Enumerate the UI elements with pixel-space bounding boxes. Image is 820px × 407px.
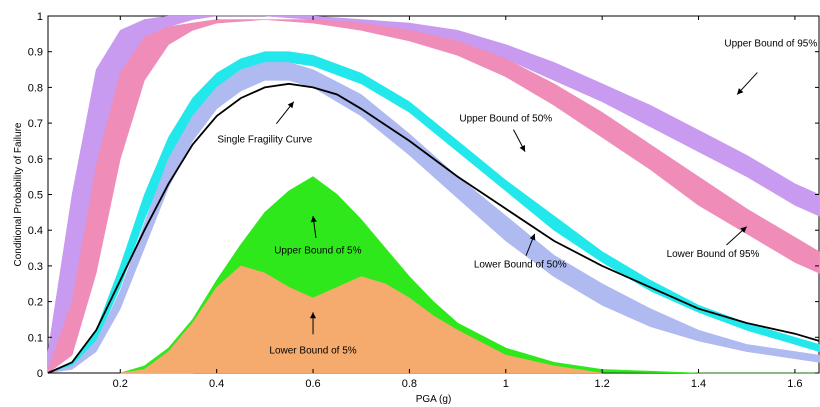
x-tick-label: 0.4	[209, 378, 224, 390]
y-tick-label: 0.3	[28, 261, 43, 273]
x-tick-label: 0.2	[113, 378, 128, 390]
annotation-arrow-head	[287, 101, 294, 109]
y-axis-label: Conditional Probability of Failure	[13, 122, 24, 266]
y-tick-label: 0.1	[28, 332, 43, 344]
y-axis-ticks: 0 0.1 0.2 0.3 0.4 0.5 0.6 0.7 0.8 0.9 1	[28, 11, 819, 380]
y-tick-label: 0.4	[28, 225, 43, 237]
annotation-arrow-head	[740, 226, 747, 233]
x-tick-label: 1	[503, 378, 509, 390]
annotation-label: Upper Bound of 5%	[274, 245, 361, 256]
annotation-label: Lower Bound of 95%	[667, 249, 760, 260]
x-axis-label: PGA (g)	[416, 394, 452, 405]
plot-area: Upper Bound of 95% Upper Bound of 50% Sing…	[47, 15, 820, 374]
x-axis-ticks: 0.2 0.4 0.6 0.8 1 1.2 1.4 1.6	[113, 16, 803, 390]
x-tick-label: 1.4	[691, 378, 706, 390]
annotation-label: Lower Bound of 5%	[269, 345, 356, 356]
x-tick-label: 1.6	[787, 378, 802, 390]
annotation-arrow-head	[737, 88, 744, 95]
y-tick-label: 0.8	[28, 82, 43, 94]
annotation-label: Lower Bound of 50%	[474, 260, 567, 271]
y-tick-label: 0.5	[28, 190, 43, 202]
band-3	[47, 62, 820, 374]
uncertainty-bands	[47, 15, 820, 374]
annotations: Upper Bound of 95% Upper Bound of 50% Sing…	[217, 38, 817, 356]
y-tick-label: 0	[37, 368, 43, 380]
annotation-arrow-head	[310, 215, 317, 223]
annotation-label: Upper Bound of 50%	[459, 113, 552, 124]
y-tick-label: 0.6	[28, 154, 43, 166]
y-tick-label: 0.7	[28, 118, 43, 130]
annotation-arrow-head	[529, 233, 536, 241]
annotation-arrow-head	[519, 145, 526, 152]
x-tick-label: 0.6	[305, 378, 320, 390]
fragility-lines	[47, 82, 820, 374]
y-tick-label: 0.2	[28, 297, 43, 309]
annotation-label: Single Fragility Curve	[217, 135, 312, 146]
annotation-arrow-head	[310, 312, 316, 319]
y-tick-label: 0.9	[28, 47, 43, 59]
x-tick-label: 1.2	[595, 378, 610, 390]
x-tick-label: 0.8	[402, 378, 417, 390]
series-line-0	[47, 82, 820, 374]
annotation-label: Upper Bound of 95%	[724, 38, 817, 49]
y-tick-label: 1	[37, 11, 43, 23]
